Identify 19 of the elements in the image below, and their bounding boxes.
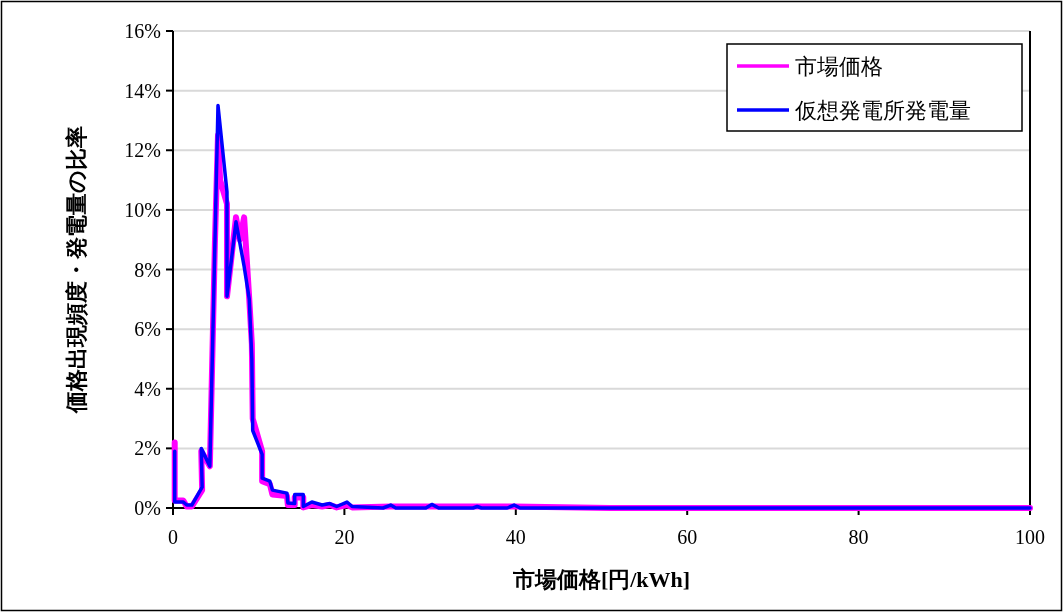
x-tick-label: 60 <box>677 526 698 548</box>
x-tick-label: 0 <box>168 526 178 548</box>
x-tick-label: 40 <box>505 526 526 548</box>
y-tick-label: 12% <box>124 139 161 162</box>
y-tick-label: 8% <box>134 258 161 281</box>
x-tick-label: 20 <box>334 526 355 548</box>
y-tick-label: 10% <box>124 198 161 221</box>
y-axis-title: 価格出現頻度・発電量の比率 <box>64 126 89 414</box>
legend-label: 市場価格 <box>795 54 883 79</box>
x-tick-label: 100 <box>1015 526 1045 548</box>
legend-label: 仮想発電所発電量 <box>794 98 971 123</box>
x-tick-label: 80 <box>848 526 869 548</box>
y-tick-label: 2% <box>134 437 161 460</box>
y-tick-label: 16% <box>124 20 161 42</box>
x-axis-title: 市場価格[円/kWh] <box>511 567 691 592</box>
y-tick-label: 14% <box>124 79 161 102</box>
y-tick-label: 6% <box>134 318 161 341</box>
y-tick-label: 4% <box>134 377 161 400</box>
y-tick-label: 0% <box>134 497 161 519</box>
